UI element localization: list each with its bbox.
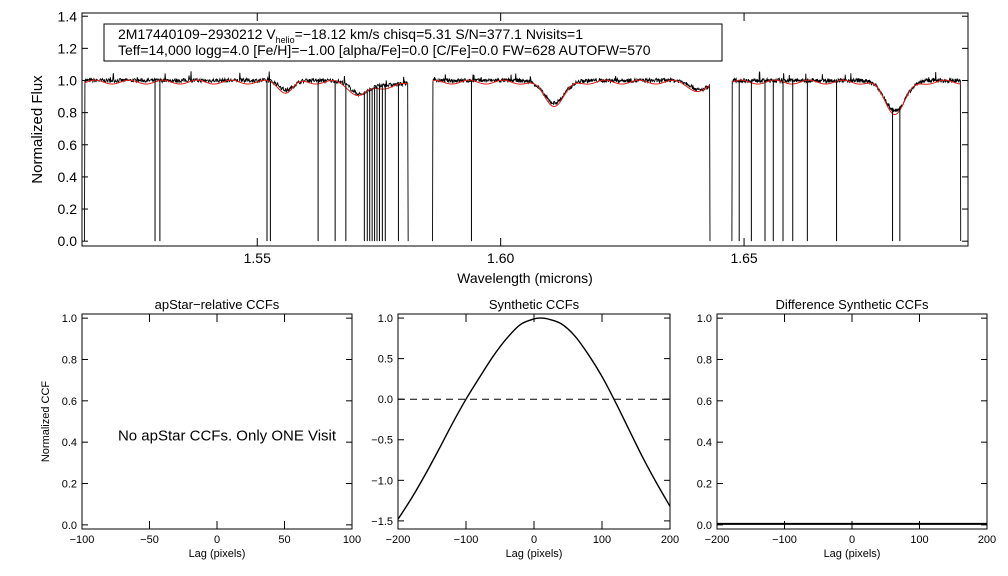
y-axis-label-spectrum: Normalized Flux: [29, 75, 46, 184]
y-tick-label-synthetic_ccf: −0.5: [371, 435, 393, 447]
x-axis-label-synthetic_ccf: Lag (pixels): [506, 548, 563, 560]
y-tick-label-apstar_ccf: 1.0: [62, 313, 77, 325]
x-tick-label-apstar_ccf: −50: [140, 534, 159, 546]
y-tick-label-apstar_ccf: 0.4: [62, 437, 77, 449]
y-tick-label-difference_ccf: 1.0: [697, 313, 712, 325]
spectrum-model-chip-0: [84, 79, 409, 97]
x-tick-label-synthetic_ccf: −200: [386, 534, 411, 546]
y-tick-label-synthetic_ccf: 1.0: [378, 313, 393, 325]
x-tick-label-apstar_ccf: 100: [343, 534, 361, 546]
x-tick-label-synthetic_ccf: −100: [454, 534, 479, 546]
x-axis-label-difference_ccf: Lag (pixels): [824, 548, 881, 560]
x-tick-label-apstar_ccf: −100: [70, 534, 95, 546]
y-tick-label-synthetic_ccf: 0.0: [378, 394, 393, 406]
x-tick-label-synthetic_ccf: 200: [661, 534, 679, 546]
annotation-part: =−18.12 km/s chisq=5.31 S/N=377.1 Nvisit…: [295, 26, 584, 42]
y-tick-label-difference_ccf: 0.6: [697, 396, 712, 408]
y-tick-label-synthetic_ccf: 0.5: [378, 354, 393, 366]
spectrum-observed-chip-2: [731, 71, 962, 242]
annotation-part: V: [262, 26, 276, 42]
y-tick-label-spectrum: 1.0: [58, 73, 78, 89]
x-tick-label-spectrum: 1.60: [487, 250, 514, 266]
y-tick-label-difference_ccf: 0.4: [697, 437, 712, 449]
y-tick-label-spectrum: 0.8: [58, 105, 78, 121]
y-tick-label-apstar_ccf: 0.6: [62, 396, 77, 408]
no-ccf-message: No apStar CCFs. Only ONE Visit: [118, 428, 337, 445]
y-tick-label-spectrum: 1.4: [58, 8, 78, 24]
y-tick-label-apstar_ccf: 0.0: [62, 520, 77, 532]
plot-frame-difference_ccf: [716, 313, 988, 530]
x-tick-label-difference_ccf: 0: [849, 534, 855, 546]
x-tick-label-difference_ccf: 100: [910, 534, 928, 546]
panel-title-synthetic_ccf: Synthetic CCFs: [489, 297, 580, 312]
x-tick-label-difference_ccf: −200: [705, 534, 730, 546]
x-axis-label-apstar_ccf: Lag (pixels): [189, 548, 246, 560]
x-tick-label-apstar_ccf: 0: [214, 534, 220, 546]
y-tick-label-spectrum: 0.4: [58, 169, 78, 185]
spectrum-observed-chip-1: [432, 73, 711, 242]
y-tick-label-apstar_ccf: 0.8: [62, 354, 77, 366]
panel-title-difference_ccf: Difference Synthetic CCFs: [776, 297, 929, 312]
panel-title-apstar_ccf: apStar−relative CCFs: [155, 297, 280, 312]
x-tick-label-difference_ccf: 200: [978, 534, 996, 546]
y-tick-label-synthetic_ccf: −1.0: [371, 475, 393, 487]
plot-frame-synthetic_ccf: [397, 313, 671, 530]
x-tick-label-synthetic_ccf: 0: [531, 534, 537, 546]
y-tick-label-spectrum: 0.6: [58, 137, 78, 153]
spectrum-model-chip-1: [432, 79, 711, 108]
annotation-box: [103, 23, 723, 62]
spectrum-observed-chip-0: [83, 71, 409, 242]
x-tick-label-spectrum: 1.55: [244, 250, 271, 266]
x-tick-label-synthetic_ccf: 100: [593, 534, 611, 546]
annotation-part: 2M17440109−2930212: [118, 26, 263, 42]
y-tick-label-spectrum: 0.2: [58, 201, 78, 217]
y-tick-label-difference_ccf: 0.8: [697, 354, 712, 366]
x-tick-label-spectrum: 1.65: [730, 250, 757, 266]
y-tick-label-spectrum: 0.0: [58, 233, 78, 249]
y-tick-label-spectrum: 1.2: [58, 40, 78, 56]
annotation-line-1: 2M17440109−2930212 Vhelio=−18.12 km/s ch…: [118, 26, 583, 45]
annotation-line-2: Teff=14,000 logg=4.0 [Fe/H]=−1.00 [alpha…: [118, 42, 651, 58]
plot-frame-spectrum: [81, 12, 969, 247]
spectrum-model-chip-2: [731, 79, 961, 116]
y-tick-label-synthetic_ccf: −1.5: [371, 516, 393, 528]
y-tick-label-apstar_ccf: 0.2: [62, 478, 77, 490]
x-tick-label-difference_ccf: −100: [772, 534, 797, 546]
plot-frame-apstar_ccf: [81, 313, 353, 530]
x-tick-label-apstar_ccf: 50: [278, 534, 290, 546]
x-axis-label-spectrum: Wavelength (microns): [457, 270, 593, 286]
annotation-part: helio: [276, 35, 295, 45]
synthetic-ccf-line: [397, 317, 671, 520]
y-tick-label-difference_ccf: 0.0: [697, 520, 712, 532]
y-tick-label-difference_ccf: 0.2: [697, 478, 712, 490]
y-axis-label-apstar_ccf: Normalized CCF: [40, 381, 52, 463]
